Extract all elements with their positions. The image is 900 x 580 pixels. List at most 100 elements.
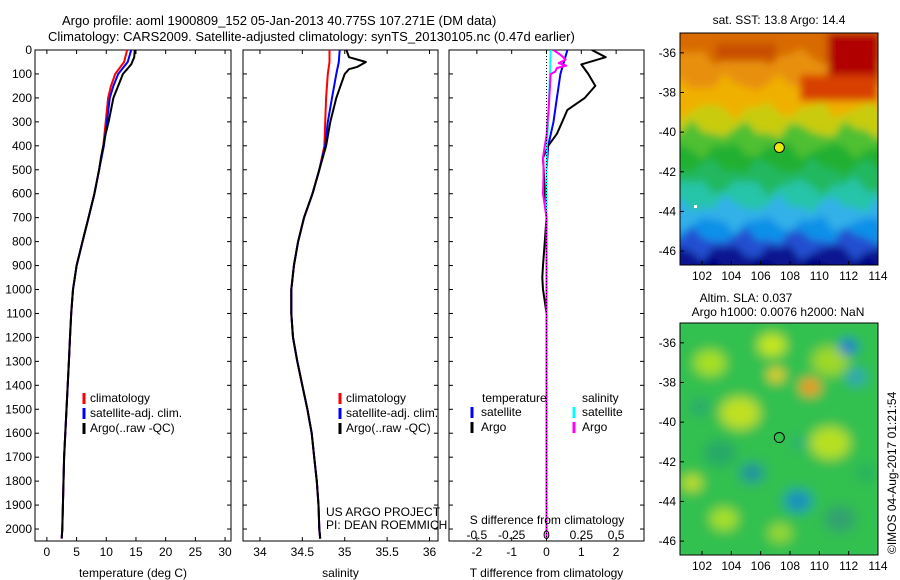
y-tick-label: 800 [12, 235, 32, 249]
y-tick-label: 2000 [5, 522, 32, 536]
y-tick-label: 500 [12, 163, 32, 177]
legend-heading-salinity: salinity [582, 391, 619, 405]
difference-x2label: S difference from climatology [470, 513, 625, 527]
temperature-profile-panel: 0 5 10 15 20 25 300100200300400500600700800900… [5, 43, 232, 580]
map-x-tick-label: 108 [780, 269, 800, 283]
legend-label: Argo(..raw -QC) [346, 421, 431, 435]
map-x-tick-label: 104 [721, 559, 741, 573]
map-x-tick-label: 106 [751, 559, 771, 573]
title-line-1: Argo profile: aoml 1900809_152 05-Jan-20… [62, 13, 497, 28]
x2-tick-label: -0.25 [498, 528, 526, 542]
x-tick-label: 1 [578, 545, 585, 559]
x-tick-label: 0 [44, 545, 51, 559]
legend-label: climatology [346, 391, 406, 405]
y-tick-label: 1200 [5, 330, 32, 344]
map-y-tick-label: -40 [659, 125, 677, 139]
legend-label: satellite-adj. clim. [346, 406, 438, 420]
map-y-tick-label: -44 [659, 204, 677, 218]
x2-tick-label: 0.25 [570, 528, 594, 542]
x-tick-label: 5 [73, 545, 80, 559]
map-x-tick-label: 102 [692, 559, 712, 573]
temperature-profile-frame [34, 49, 232, 542]
map-y-tick-label: -40 [659, 415, 677, 429]
y-tick-label: 1600 [5, 426, 32, 440]
legend-label: climatology [90, 391, 150, 405]
y-tick-label: 700 [12, 211, 32, 225]
series-line-argo-raw-qc- [60, 50, 136, 539]
map-y-tick-label: -38 [659, 375, 677, 389]
map-y-tick-label: -46 [659, 244, 677, 258]
y-tick-label: 200 [12, 91, 32, 105]
legend-label: Argo [481, 420, 507, 434]
x-tick-label: 34.5 [291, 545, 315, 559]
map-x-tick-label: 108 [780, 559, 800, 573]
x-tick-label: 35.5 [375, 545, 399, 559]
y-tick-label: 100 [12, 67, 32, 81]
x2-tick-label: 0 [543, 528, 550, 542]
sst-map-frame [679, 32, 879, 266]
sla-map-title-2: Argo h1000: 0.0076 h2000: NaN [692, 305, 865, 319]
map-y-tick-label: -44 [659, 494, 677, 508]
map-x-tick-label: 102 [692, 269, 712, 283]
series-line-salinity-argo [542, 50, 568, 539]
x-tick-label: -2 [472, 545, 483, 559]
pi-annotation: US ARGO PROJECT [326, 505, 441, 519]
map-y-tick-label: -38 [659, 85, 677, 99]
x-tick-label: 35 [338, 545, 352, 559]
map-x-tick-label: 112 [839, 559, 858, 573]
y-tick-label: 300 [12, 115, 32, 129]
y-tick-label: 1800 [5, 474, 32, 488]
argo-position-marker [773, 142, 785, 154]
title-line-2: Climatology: CARS2009. Satellite-adjuste… [48, 29, 575, 44]
series-line-argo-raw-qc- [290, 50, 367, 539]
salinity-profile-xlabel: salinity [322, 566, 359, 580]
map-x-tick-label: 104 [721, 269, 741, 283]
x2-tick-label: -0.5 [467, 528, 488, 542]
sla-map-title-1: Altim. SLA: 0.037 [700, 291, 793, 305]
sla-map-panel: 102 104 106 108 110 112 114 -36 -38 -40 -42 -44 -46 A… [659, 291, 888, 573]
x-tick-label: 0 [543, 545, 550, 559]
y-tick-label: 0 [25, 43, 32, 57]
y-tick-label: 1000 [5, 283, 32, 297]
x-tick-label: 30 [218, 545, 232, 559]
x-tick-label: 36 [423, 545, 437, 559]
y-tick-label: 600 [12, 187, 32, 201]
sla-map-field [680, 323, 878, 555]
x-tick-label: 15 [129, 545, 143, 559]
legend-heading-temperature: temperature [482, 391, 547, 405]
x2-tick-label: 0.5 [608, 528, 625, 542]
salinity-profile-frame [242, 49, 439, 542]
legend-label: Argo(..raw -QC) [90, 421, 175, 435]
x-tick-label: 10 [100, 545, 114, 559]
legend-label: satellite [582, 405, 623, 419]
map-y-tick-label: -36 [659, 46, 677, 60]
x-tick-label: 34 [253, 545, 267, 559]
map-x-tick-label: 112 [839, 269, 858, 283]
pi-annotation: PI: DEAN ROEMMICH [326, 518, 447, 532]
map-x-tick-label: 110 [810, 559, 829, 573]
x-tick-label: 20 [159, 545, 173, 559]
x-tick-label: 25 [189, 545, 203, 559]
map-x-tick-label: 114 [868, 559, 887, 573]
y-tick-label: 1400 [5, 378, 32, 392]
y-tick-label: 1300 [5, 354, 32, 368]
y-tick-label: 1500 [5, 402, 32, 416]
x-tick-label: 2 [613, 545, 620, 559]
sst-map-field [680, 33, 878, 265]
x-tick-label: -1 [506, 545, 517, 559]
map-y-tick-label: -42 [659, 455, 677, 469]
imos-timestamp-label: ©IMOS 04-Aug-2017 01:21:54 [885, 391, 899, 554]
sst-map-panel: 102 104 106 108 110 112 114 -36 -38 -40 -42 -44 -46 s… [659, 13, 888, 283]
sst-map-title: sat. SST: 13.8 Argo: 14.4 [713, 13, 846, 27]
difference-profile-xlabel: T difference from climatology [470, 566, 624, 580]
map-y-tick-label: -42 [659, 165, 677, 179]
temperature-profile-xlabel: temperature (deg C) [79, 566, 187, 580]
difference-profile-panel: -2 -1 0 1 2 T difference from climatology S di… [448, 49, 645, 580]
map-x-tick-label: 114 [868, 269, 887, 283]
legend-label: satellite-adj. clim. [90, 406, 182, 420]
y-tick-label: 900 [12, 259, 32, 273]
y-tick-label: 1900 [5, 498, 32, 512]
map-x-tick-label: 110 [810, 269, 829, 283]
y-tick-label: 1100 [6, 306, 32, 320]
